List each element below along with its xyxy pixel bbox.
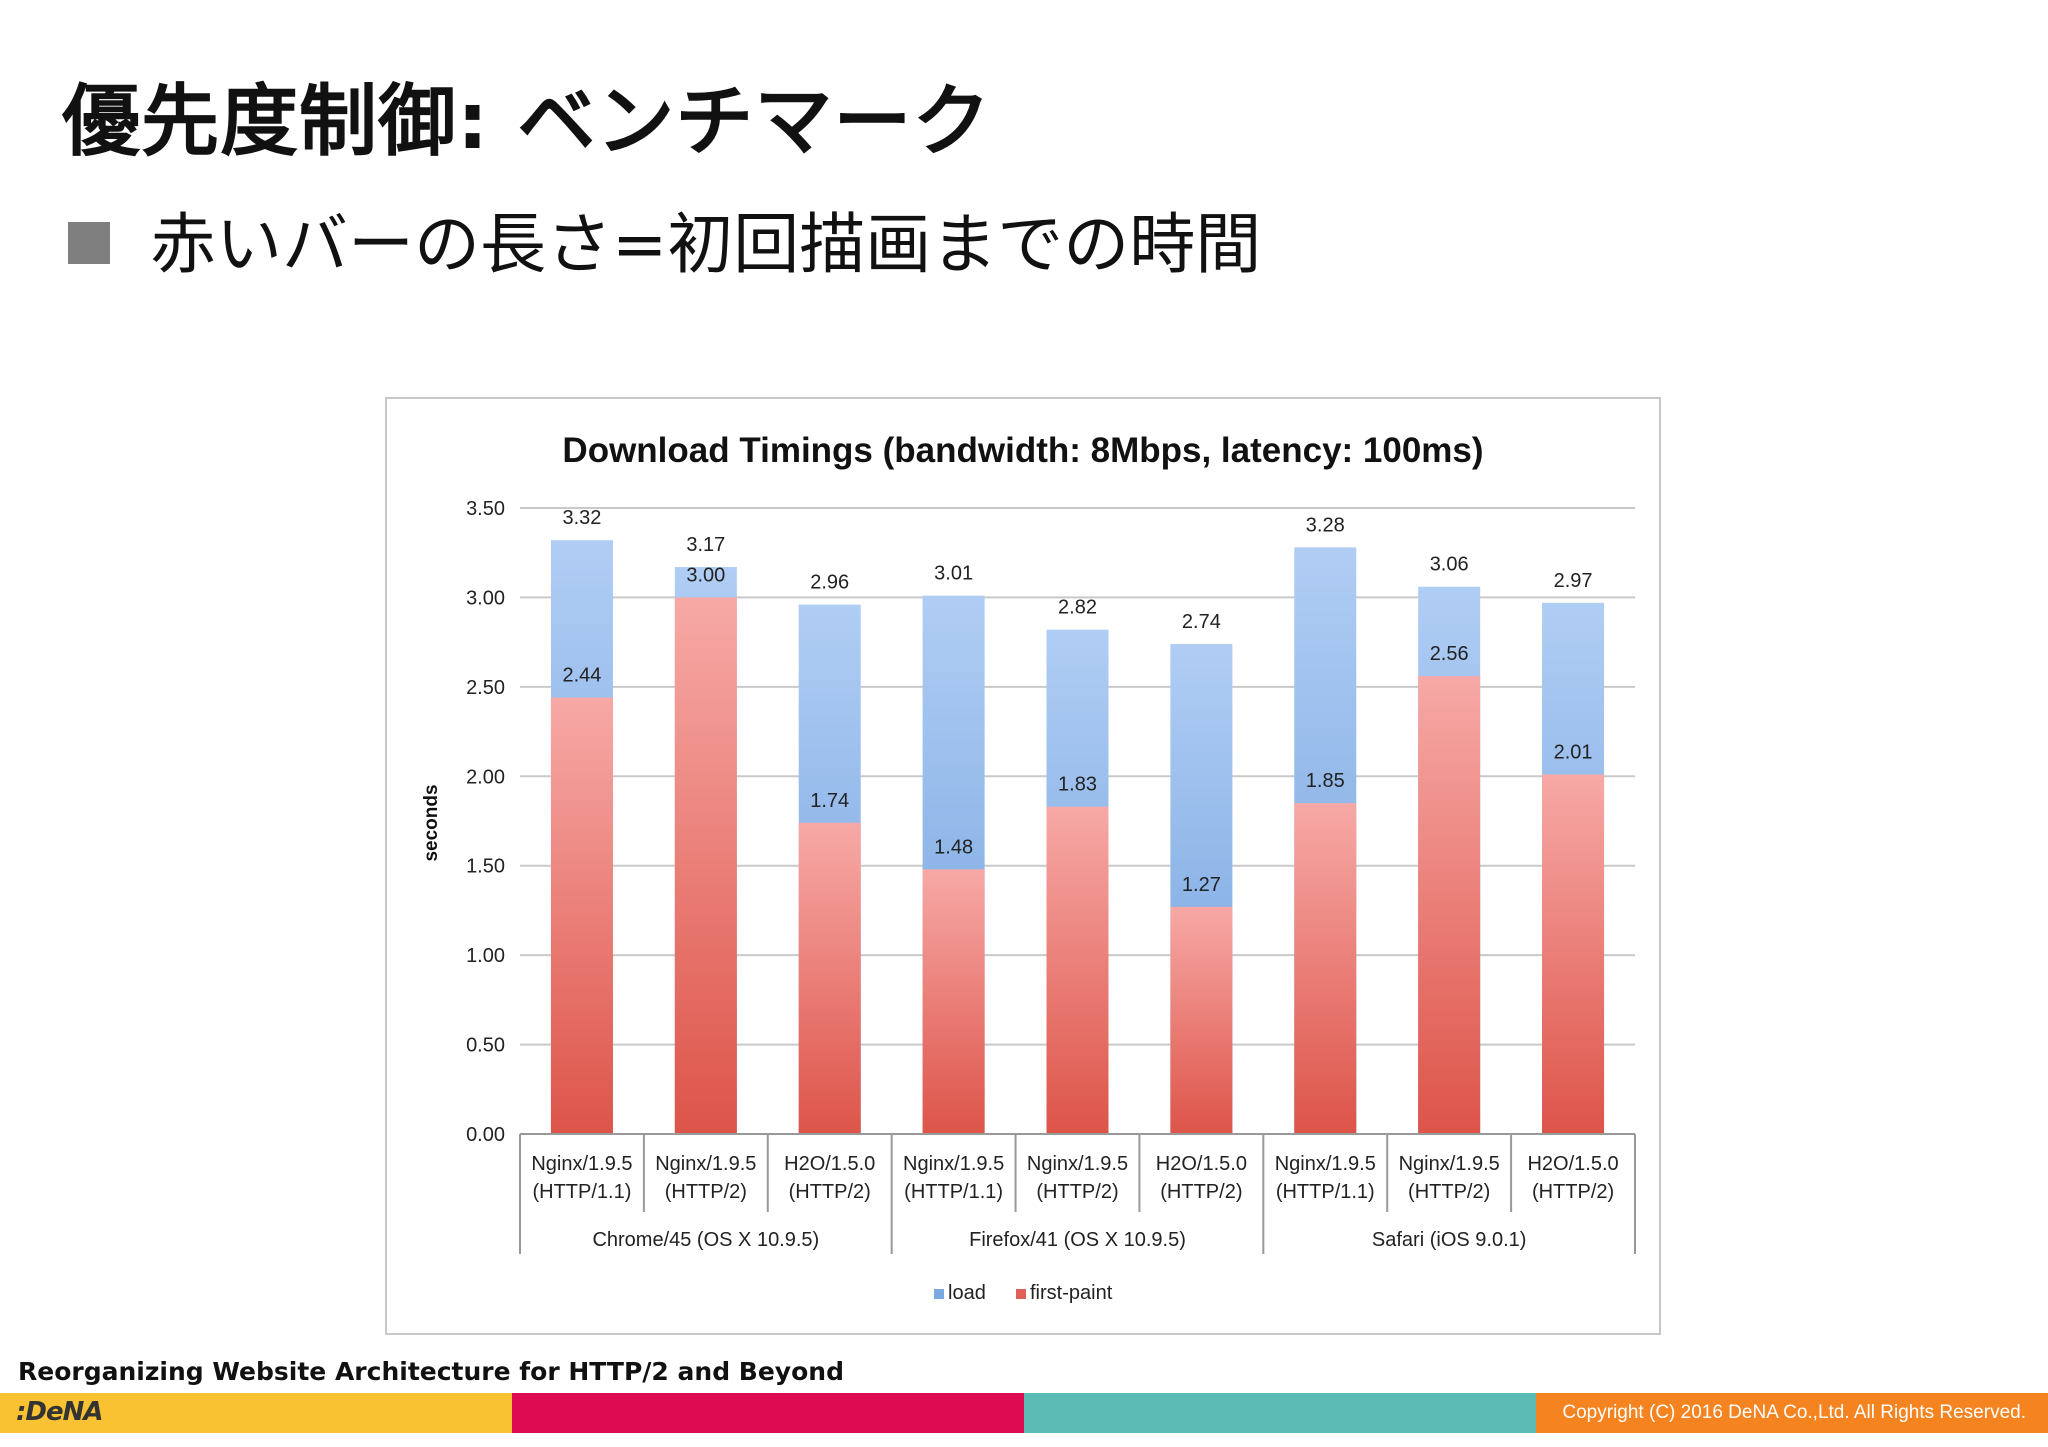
dena-logo: :DeNA: [16, 1397, 103, 1427]
data-label-first-paint: 1.27: [1182, 874, 1221, 896]
y-tick-label: 0.50: [466, 1035, 505, 1057]
x-category-label: Nginx/1.9.5: [655, 1153, 756, 1175]
y-tick-label: 3.00: [466, 587, 505, 609]
x-group-label: Safari (iOS 9.0.1): [1372, 1229, 1527, 1251]
x-category-sublabel: (HTTP/2): [665, 1181, 747, 1203]
x-category-label: Nginx/1.9.5: [903, 1153, 1004, 1175]
bar-first-paint: [922, 869, 985, 1134]
legend-label-load: load: [948, 1282, 986, 1304]
x-group-label: Firefox/41 (OS X 10.9.5): [969, 1229, 1186, 1251]
x-category-label: H2O/1.5.0: [1527, 1153, 1618, 1175]
bullet-square-icon: [68, 222, 110, 264]
footer-segment-orange: [1536, 1393, 2048, 1433]
x-category-sublabel: (HTTP/1.1): [904, 1181, 1003, 1203]
slide-title: 優先度制御: ベンチマーク: [62, 77, 992, 167]
bullet-text: 赤いバーの長さ=初回描画までの時間: [150, 206, 1262, 283]
x-category-label: Nginx/1.9.5: [1275, 1153, 1376, 1175]
data-label-first-paint: 1.48: [934, 836, 973, 858]
bar-first-paint: [1418, 676, 1481, 1134]
bar-first-paint: [1170, 906, 1233, 1134]
footer-segment-magenta: [512, 1393, 1024, 1433]
x-category-sublabel: (HTTP/1.1): [532, 1181, 631, 1203]
x-category-sublabel: (HTTP/2): [1036, 1181, 1118, 1203]
data-label-first-paint: 3.00: [686, 564, 725, 586]
data-label-load: 3.06: [1430, 554, 1469, 576]
data-label-first-paint: 2.56: [1430, 643, 1469, 665]
copyright-text: Copyright (C) 2016 DeNA Co.,Ltd. All Rig…: [1562, 1402, 2026, 1423]
x-category-sublabel: (HTTP/2): [789, 1181, 871, 1203]
data-label-load: 2.96: [810, 572, 849, 594]
footer-segment-yellow: [0, 1393, 512, 1433]
y-tick-label: 2.50: [466, 677, 505, 699]
legend-label-first-paint: first-paint: [1030, 1282, 1113, 1304]
axes: 0.00 0.50 1.00 1.50 2.00 2.50 3.00 3.50 Nginx/1.…: [466, 498, 1636, 1254]
data-labels: 3.32 2.44 3.17 3.00 2.96 1.74 3.01 1.48 2.82 1.83…: [562, 507, 1592, 896]
y-tick-label: 1.50: [466, 856, 505, 878]
bar-first-paint: [798, 822, 861, 1134]
x-category-label: Nginx/1.9.5: [1027, 1153, 1128, 1175]
footer-segment-teal: [1024, 1393, 1536, 1433]
x-group-label: Chrome/45 (OS X 10.9.5): [592, 1229, 819, 1251]
data-label-first-paint: 2.44: [562, 665, 601, 687]
bar-first-paint: [1542, 774, 1605, 1134]
data-label-load: 3.28: [1306, 514, 1345, 536]
data-label-load: 2.97: [1554, 570, 1593, 592]
y-tick-label: 1.00: [466, 945, 505, 967]
data-label-load: 2.74: [1182, 611, 1221, 633]
data-label-first-paint: 2.01: [1554, 741, 1593, 763]
x-category-label: Nginx/1.9.5: [1399, 1153, 1500, 1175]
legend-swatch-load: [934, 1289, 944, 1299]
x-category-sublabel: (HTTP/1.1): [1276, 1181, 1375, 1203]
footer-bar: :DeNA Copyright (C) 2016 DeNA Co.,Ltd. A…: [0, 1393, 2048, 1433]
bar-first-paint: [1046, 806, 1109, 1134]
chart-panel: Download Timings (bandwidth: 8Mbps, late…: [385, 397, 1661, 1335]
x-category-sublabel: (HTTP/2): [1532, 1181, 1614, 1203]
y-axis-label: seconds: [421, 784, 442, 861]
data-label-load: 2.82: [1058, 597, 1097, 619]
y-tick-label: 3.50: [466, 498, 505, 520]
bar-first-paint: [1294, 803, 1357, 1134]
x-category-sublabel: (HTTP/2): [1160, 1181, 1242, 1203]
legend: load first-paint: [934, 1282, 1113, 1304]
chart-title: Download Timings (bandwidth: 8Mbps, late…: [562, 431, 1483, 470]
y-tick-label: 0.00: [466, 1124, 505, 1146]
data-label-load: 3.01: [934, 563, 973, 585]
x-category-label: H2O/1.5.0: [784, 1153, 875, 1175]
presentation-title: Reorganizing Website Architecture for HT…: [18, 1357, 844, 1386]
x-category-label: H2O/1.5.0: [1156, 1153, 1247, 1175]
bar-first-paint: [674, 597, 737, 1134]
data-label-load: 3.17: [686, 534, 725, 556]
legend-swatch-first-paint: [1016, 1289, 1026, 1299]
bar-first-paint: [550, 697, 613, 1134]
bar-chart: Download Timings (bandwidth: 8Mbps, late…: [421, 431, 1636, 1304]
data-label-load: 3.32: [562, 507, 601, 529]
data-label-first-paint: 1.74: [810, 790, 849, 812]
bars: [550, 540, 1605, 1134]
data-label-first-paint: 1.83: [1058, 774, 1097, 796]
x-category-label: Nginx/1.9.5: [531, 1153, 632, 1175]
y-tick-label: 2.00: [466, 766, 505, 788]
x-category-sublabel: (HTTP/2): [1408, 1181, 1490, 1203]
data-label-first-paint: 1.85: [1306, 770, 1345, 792]
